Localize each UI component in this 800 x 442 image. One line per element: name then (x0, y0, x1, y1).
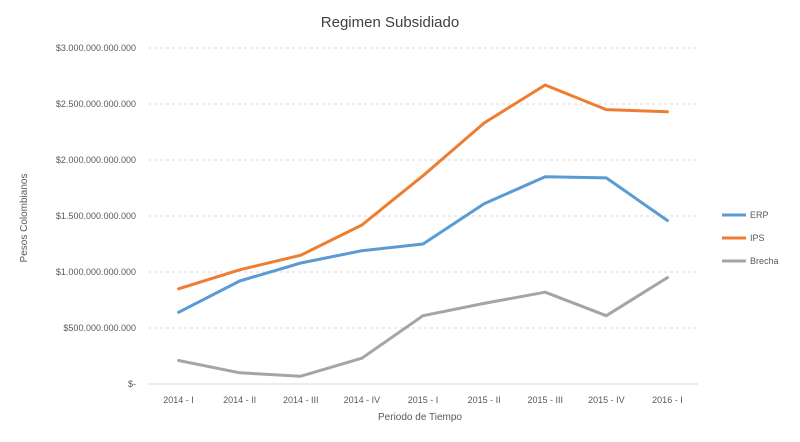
x-tick-label: 2014 - III (283, 395, 319, 405)
series-line-ips (177, 83, 669, 291)
y-tick-label: $- (128, 379, 136, 389)
y-tick-label: $2.500.000.000.000 (56, 99, 136, 109)
y-tick-label: $3.000.000.000.000 (56, 43, 136, 53)
series-line-brecha (177, 276, 669, 378)
x-tick-label: 2014 - I (163, 395, 194, 405)
x-tick-label: 2014 - II (223, 395, 256, 405)
x-tick-label: 2015 - I (408, 395, 439, 405)
legend: ERP IPS Brecha (722, 210, 779, 266)
chart-title: Regimen Subsidiado (321, 14, 459, 31)
x-axis-title: Periodo de Tiempo (378, 412, 462, 423)
x-tick-label: 2016 - I (652, 395, 683, 405)
x-tick-label: 2015 - II (468, 395, 501, 405)
y-tick-label: $1.000.000.000.000 (56, 267, 136, 277)
y-tick-label: $2.000.000.000.000 (56, 155, 136, 165)
series-line-erp (177, 175, 669, 314)
y-tick-label: $500.000.000.000 (63, 323, 136, 333)
legend-label-brecha: Brecha (750, 256, 779, 266)
legend-label-erp: ERP (750, 210, 769, 220)
y-axis-ticks: $- $500.000.000.000 $1.000.000.000.000 $1.5… (56, 43, 136, 389)
legend-label-ips: IPS (750, 233, 765, 243)
y-tick-label: $1.500.000.000.000 (56, 211, 136, 221)
x-tick-label: 2015 - IV (588, 395, 625, 405)
y-axis-title: Pesos Colombianos (19, 174, 30, 263)
series-lines (177, 83, 669, 378)
x-axis-ticks: 2014 - I 2014 - II 2014 - III 2014 - IV 2015… (163, 395, 682, 405)
x-tick-label: 2014 - IV (344, 395, 381, 405)
gridlines (148, 47, 698, 385)
x-tick-label: 2015 - III (527, 395, 563, 405)
